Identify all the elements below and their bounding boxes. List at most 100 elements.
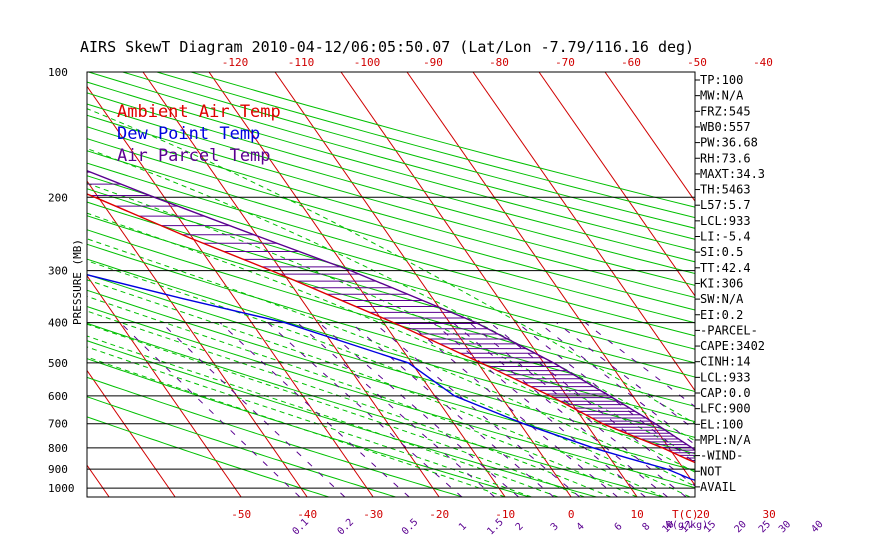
- dry-adiabat-line: [87, 376, 463, 497]
- index-label: FRZ:545: [700, 104, 751, 118]
- dry-adiabat-line: [87, 258, 695, 438]
- index-label: TP:100: [700, 73, 743, 87]
- dry-adiabat-line: [87, 358, 530, 497]
- mixing-ratio-label: 20: [733, 519, 749, 535]
- isotherm-line: [472, 72, 695, 392]
- moist-adiabat-line: [87, 108, 695, 424]
- y-tick-label: 100: [48, 66, 68, 79]
- mixing-ratio-line: [373, 322, 581, 497]
- index-label: CINH:14: [700, 355, 751, 369]
- index-label: PW:36.68: [700, 136, 758, 150]
- x-tick-label-bottom: 10: [631, 508, 644, 521]
- dry-adiabat-line: [87, 92, 695, 263]
- mixing-ratio-line: [407, 322, 618, 497]
- isotherm-line: [87, 274, 242, 497]
- index-label: LCL:933: [700, 370, 751, 384]
- index-label: RH:73.6: [700, 151, 751, 165]
- index-label: MW:N/A: [700, 89, 744, 103]
- mixing-ratio-label: 8: [640, 521, 652, 533]
- dry-adiabat-line: [87, 322, 664, 497]
- isotherm-line: [340, 72, 638, 497]
- dry-adiabat-line: [87, 175, 695, 350]
- y-tick-label: 700: [48, 418, 68, 431]
- index-label: LCL:933: [700, 214, 751, 228]
- dry-adiabat-line: [87, 162, 695, 337]
- dry-adiabat-line: [87, 138, 695, 311]
- x-tick-label-top: -40: [753, 56, 773, 69]
- mixing-ratio-label: 30: [777, 519, 793, 535]
- index-label: LI:-5.4: [700, 230, 751, 244]
- x-tick-label-bottom: 20: [697, 508, 710, 521]
- series-line-ambient: [87, 193, 695, 464]
- x-tick-label-bottom: -30: [363, 508, 383, 521]
- dry-adiabat-line: [87, 396, 396, 497]
- chart-title: AIRS SkewT Diagram 2010-04-12/06:05:50.0…: [80, 38, 694, 56]
- moist-adiabat-line: [87, 356, 506, 497]
- mixing-ratio-axis-label: W(g/kg): [666, 520, 708, 531]
- y-tick-label: 500: [48, 357, 68, 370]
- x-tick-label-bottom: 0: [568, 508, 575, 521]
- mixing-ratio-label: 2: [514, 521, 526, 533]
- mixing-ratio-line: [267, 322, 463, 497]
- index-label: MPL:N/A: [700, 433, 751, 447]
- dry-adiabat-line: [156, 72, 695, 219]
- dry-adiabat-line: [87, 103, 695, 275]
- index-label: MAXT:34.3: [700, 167, 765, 181]
- index-label: EI:0.2: [700, 308, 743, 322]
- dry-adiabat-line: [87, 289, 695, 471]
- moist-adiabat-line: [87, 295, 638, 497]
- x-tick-label-bottom: -40: [297, 508, 317, 521]
- mixing-ratio-label: 6: [613, 521, 625, 533]
- dry-adiabat-line: [87, 416, 329, 497]
- mixing-ratio-label: 25: [757, 519, 773, 535]
- dry-adiabat-line: [87, 305, 695, 489]
- dry-adiabat-line: [190, 72, 695, 208]
- index-label: -PARCEL-: [700, 323, 758, 337]
- x-tick-label-top: -70: [555, 56, 575, 69]
- index-label: -WIND-: [700, 449, 743, 463]
- x-tick-label-top: -100: [354, 56, 381, 69]
- mixing-ratio-line: [318, 322, 519, 497]
- mixing-ratio-line: [432, 322, 646, 497]
- series-layer: [87, 169, 695, 481]
- dry-adiabat-line: [87, 81, 695, 251]
- y-tick-label: 200: [48, 191, 68, 204]
- index-label: NOT: [700, 464, 722, 478]
- mixing-ratio-line: [119, 322, 301, 497]
- dry-adiabat-line: [87, 273, 695, 455]
- dry-adiabat-line: [87, 126, 695, 299]
- index-label: EL:100: [700, 417, 743, 431]
- x-tick-label-bottom: -20: [429, 508, 449, 521]
- x-tick-label-bottom: -50: [231, 508, 251, 521]
- mixing-ratio-label: 3: [549, 521, 561, 533]
- mixing-ratio-line: [350, 322, 555, 497]
- y-tick-label: 900: [48, 463, 68, 476]
- index-label: TH:5463: [700, 183, 751, 197]
- moist-adiabat-line: [87, 260, 691, 497]
- legend-parcel: Air Parcel Temp: [117, 146, 271, 166]
- y-tick-label: 1000: [48, 482, 75, 495]
- x-tick-label-top: -50: [687, 56, 707, 69]
- moist-adiabat-line: [87, 279, 664, 497]
- legend-ambient: Ambient Air Temp: [117, 102, 281, 122]
- mixing-ratio-line: [297, 322, 495, 497]
- mixing-ratio-line: [538, 322, 695, 446]
- mixing-ratio-label: 40: [809, 519, 825, 535]
- mixing-ratio-label: 4: [575, 521, 587, 533]
- x-tick-label-top: -120: [222, 56, 249, 69]
- dry-adiabat-line: [87, 243, 695, 423]
- x-tick-label-bottom: 30: [763, 508, 776, 521]
- moist-adiabat-line: [87, 323, 585, 497]
- dry-adiabat-line: [87, 340, 597, 497]
- mixing-ratio-line: [161, 322, 346, 497]
- moist-adiabat-line: [87, 212, 695, 473]
- index-label: L57:5.7: [700, 198, 751, 212]
- x-tick-label-top: -90: [423, 56, 443, 69]
- y-tick-label: 300: [48, 265, 68, 278]
- x-tick-label-top: -60: [621, 56, 641, 69]
- index-label: KI:306: [700, 276, 743, 290]
- moist-adiabat-line: [87, 335, 559, 497]
- y-tick-label: 400: [48, 317, 68, 330]
